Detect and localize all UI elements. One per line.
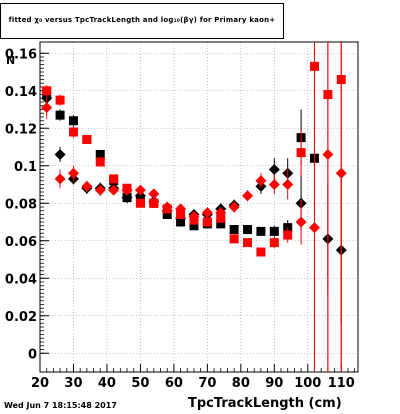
- data-point-square: [68, 116, 78, 126]
- y-tick-label: 0.12: [5, 122, 37, 137]
- x-tick-label: 90: [265, 376, 283, 391]
- data-point-diamond: [148, 188, 160, 200]
- data-point-square: [229, 234, 239, 244]
- data-point-square: [109, 174, 119, 184]
- data-point-square: [68, 127, 78, 137]
- data-point-square: [229, 225, 239, 234]
- data-point-diamond: [134, 184, 146, 196]
- data-point-diamond: [322, 149, 334, 160]
- data-point-square: [176, 210, 186, 219]
- x-tick-label: 50: [131, 376, 149, 391]
- data-point-diamond: [268, 179, 280, 190]
- axes: 20 30 40 50 60 70 80 90 100 110 0 0.02 0.04 0.06 0.08 0…: [5, 47, 356, 391]
- data-point-square: [95, 150, 105, 159]
- data-point-diamond: [188, 210, 200, 222]
- data-point-diamond: [121, 184, 133, 196]
- data-point-diamond: [268, 164, 280, 175]
- data-point-diamond: [242, 190, 254, 202]
- x-tick-label: 60: [165, 376, 183, 391]
- data-point-square: [283, 230, 293, 240]
- data-point-diamond: [134, 190, 146, 202]
- chart-title: fitted χ₀ versus TpcTrackLength and log₁…: [8, 16, 276, 24]
- x-tick-label: 70: [198, 376, 216, 391]
- x-axis-label: TpcTrackLength (cm): [188, 396, 342, 411]
- y-tick-label: 0.02: [5, 310, 37, 325]
- x-tick-label: 40: [98, 376, 116, 391]
- data-point-diamond: [94, 184, 106, 196]
- data-point-square: [82, 135, 92, 144]
- data-point-square: [202, 217, 212, 227]
- data-point-diamond: [41, 102, 53, 114]
- data-point-square: [149, 198, 159, 208]
- data-point-square: [55, 110, 65, 120]
- data-point-diamond: [228, 201, 240, 213]
- data-point-diamond: [108, 184, 120, 196]
- x-tick-label: 110: [328, 376, 355, 391]
- data-point-diamond: [255, 175, 267, 187]
- data-point-square: [296, 148, 306, 158]
- data-point-diamond: [282, 179, 294, 190]
- data-point-diamond: [54, 149, 66, 160]
- data-point-square: [135, 198, 145, 208]
- x-tick-label: 20: [31, 376, 49, 391]
- data-point-diamond: [201, 207, 213, 219]
- data-point-diamond: [335, 167, 347, 179]
- data-point-square: [42, 86, 52, 96]
- x-tick-label: 80: [232, 376, 250, 391]
- data-point-diamond: [161, 201, 173, 213]
- y-tick-label: 0: [28, 347, 37, 362]
- y-tick-label: 0.04: [5, 272, 37, 287]
- y-axis-label: N: [6, 54, 16, 67]
- data-point-square: [189, 221, 199, 231]
- data-point-square: [256, 247, 266, 257]
- data-point-diamond: [295, 216, 307, 228]
- y-tick-label: 0.16: [5, 47, 37, 62]
- y-tick-label: 0.1: [14, 160, 37, 175]
- data-point-square: [55, 95, 65, 105]
- data-point-square: [243, 238, 253, 248]
- data-point-square: [256, 226, 266, 236]
- x-tick-label: 30: [64, 376, 82, 391]
- data-point-diamond: [175, 203, 187, 215]
- timestamp-footer: Wed Jun 7 18:15:48 2017: [4, 401, 117, 410]
- data-point-diamond: [121, 192, 133, 204]
- data-point-square: [243, 225, 253, 234]
- y-tick-label: 0.14: [5, 85, 37, 100]
- data-point-diamond: [81, 180, 93, 192]
- data-markers: [41, 42, 347, 372]
- data-point-square: [269, 238, 279, 248]
- data-point-square: [95, 157, 105, 167]
- data-point-square: [216, 219, 226, 229]
- data-point-diamond: [215, 207, 227, 219]
- data-point-diamond: [54, 173, 66, 185]
- data-point-square: [269, 226, 279, 236]
- x-tick-label: 100: [294, 376, 321, 391]
- y-tick-label: 0.06: [5, 235, 37, 250]
- y-tick-label: 0.08: [5, 197, 37, 212]
- title-box: fitted χ₀ versus TpcTrackLength and log₁…: [0, 3, 284, 39]
- data-point-diamond: [67, 167, 79, 179]
- data-point-diamond: [308, 222, 320, 234]
